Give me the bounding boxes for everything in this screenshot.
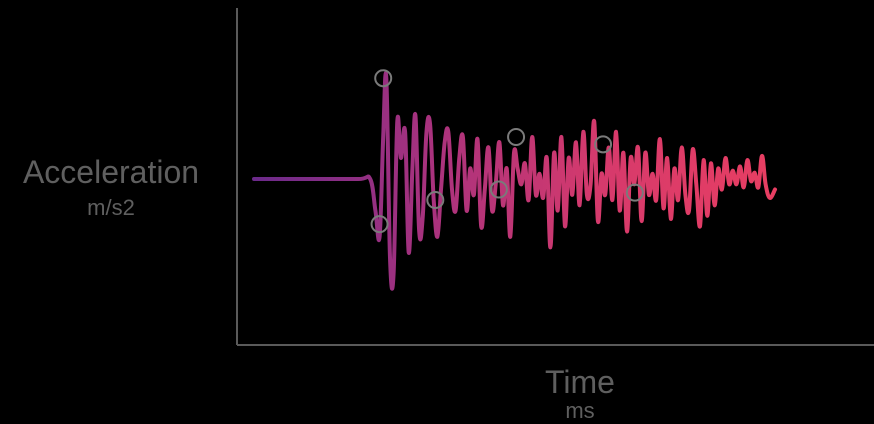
series-line xyxy=(252,71,777,291)
highlight-marker-4 xyxy=(489,180,508,199)
x-axis-unit: ms xyxy=(565,398,595,423)
y-axis-unit: m/s2 xyxy=(87,195,135,220)
y-axis-label: Acceleration xyxy=(22,154,200,190)
highlight-marker-5 xyxy=(507,128,526,146)
highlight-marker-2 xyxy=(370,215,389,234)
highlight-marker-7 xyxy=(625,183,644,202)
highlight-markers xyxy=(370,69,644,234)
x-axis-label: Time xyxy=(545,364,615,400)
highlight-marker-6 xyxy=(594,135,613,154)
highlight-marker-1 xyxy=(374,69,393,88)
highlight-marker-3 xyxy=(426,191,445,209)
